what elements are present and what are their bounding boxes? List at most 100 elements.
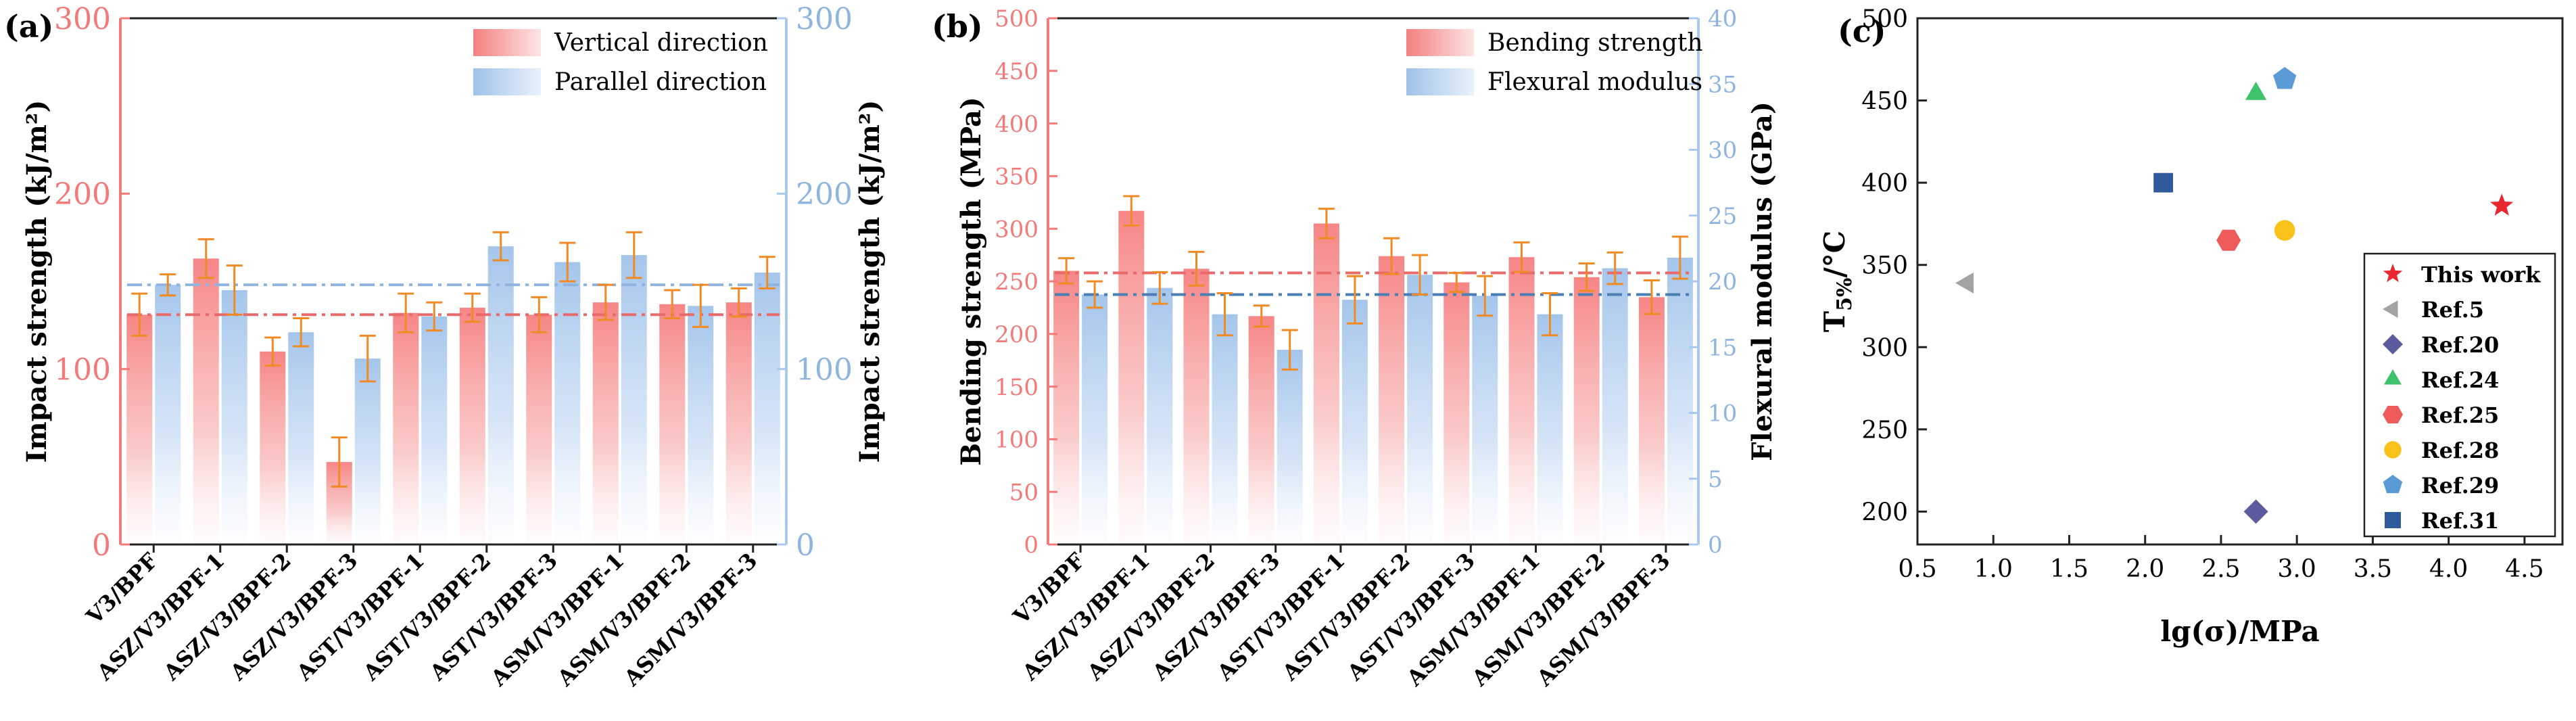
plot-frame [1916, 17, 2564, 546]
y-axis-title-main: T [1818, 311, 1851, 332]
bar-flexural-modulus [1472, 296, 1498, 544]
y-tick-label: 450 [1861, 88, 1908, 116]
right-tick-label: 15 [1708, 334, 1737, 361]
bar-parallel-direction [421, 316, 448, 544]
scatter-point-ref-20 [2243, 499, 2268, 524]
bar-bending-strength [1573, 277, 1600, 544]
bar-vertical-direction [126, 315, 153, 544]
bar-bending-strength [1638, 297, 1665, 544]
bar-parallel-direction [621, 255, 647, 544]
bar-flexural-modulus [1212, 314, 1238, 544]
y-axis-title-unit: /°C [1818, 231, 1851, 278]
x-tick-label: 3.0 [2278, 555, 2316, 583]
legend-swatch [1406, 29, 1474, 56]
legend-marker [2383, 264, 2403, 283]
right-tick-label: 30 [1708, 137, 1737, 164]
bar-parallel-direction [155, 285, 181, 544]
legend-label: Ref.24 [2421, 367, 2499, 393]
legend-label: Ref.29 [2421, 473, 2499, 498]
y-tick-label: 500 [1861, 5, 1908, 33]
left-tick-label: 300 [995, 216, 1039, 243]
legend-label: Flexural modulus [1487, 68, 1702, 96]
legend-marker [2383, 300, 2398, 318]
bar-flexural-modulus [1147, 287, 1173, 544]
scatter-point-ref-29 [2273, 67, 2297, 89]
legend-label: Vertical direction [554, 29, 768, 57]
right-tick-label: 200 [796, 177, 853, 212]
y-tick-label: 350 [1861, 252, 1908, 280]
bar-flexural-modulus [1277, 350, 1303, 544]
left-tick-label: 0 [1024, 532, 1039, 559]
bar-vertical-direction [526, 315, 552, 544]
y-tick-label: 250 [1861, 417, 1908, 444]
legend-marker [2383, 406, 2403, 423]
left-tick-label: 50 [1009, 479, 1039, 506]
bar-parallel-direction [288, 332, 314, 544]
panel-label: (b) [932, 8, 983, 45]
right-tick-label: 0 [1708, 532, 1723, 559]
bar-vertical-direction [393, 312, 419, 544]
x-tick-label: 3.5 [2354, 555, 2392, 583]
legend-swatch [473, 29, 541, 56]
bar-flexural-modulus [1667, 257, 1693, 544]
bar-parallel-direction [688, 306, 714, 544]
bar-flexural-modulus [1407, 275, 1433, 544]
x-tick-label: 1.0 [1974, 555, 2013, 583]
right-tick-label: 5 [1708, 466, 1723, 493]
right-tick-label: 0 [796, 528, 815, 563]
legend-marker [2383, 475, 2403, 494]
x-tick-label: 0.5 [1898, 555, 1936, 583]
legend-label: Bending strength [1487, 29, 1703, 57]
y-axis-title-sub: 5% [1833, 278, 1857, 311]
bar-vertical-direction [193, 258, 219, 544]
legend-label: Ref.31 [2421, 508, 2499, 534]
panel-b-chart: 0 50 100 150 200 250 300 350 400 450 500 0 5 10 15 20 25… [932, 5, 1778, 691]
left-tick-label: 300 [54, 2, 111, 37]
legend-label: Ref.5 [2421, 297, 2484, 323]
legend-marker [2384, 441, 2402, 459]
right-tick-label: 25 [1708, 203, 1737, 230]
bar-parallel-direction [221, 289, 247, 544]
left-tick-label: 500 [995, 5, 1039, 32]
scatter-point-ref-24 [2245, 81, 2267, 100]
panel-c-chart: 0.5 1.0 1.5 2.0 2.5 3.0 3.5 4.0 4.5 200 250 300 350 4… [1818, 5, 2564, 648]
left-tick-label: 150 [995, 374, 1039, 401]
x-axis-title: lg(σ)/MPa [2160, 615, 2320, 648]
bar-parallel-direction [554, 262, 581, 544]
legend-swatch [1406, 68, 1474, 95]
left-tick-label: 450 [995, 58, 1039, 85]
left-tick-label: 400 [995, 111, 1039, 138]
bar-bending-strength [1508, 257, 1535, 544]
left-axis-title: Impact strength (kJ/m²) [21, 100, 53, 463]
bar-bending-strength [1248, 316, 1274, 544]
left-tick-label: 100 [54, 353, 111, 388]
left-tick-label: 350 [995, 164, 1039, 191]
panel-label: (a) [4, 8, 53, 45]
left-tick-label: 100 [995, 427, 1039, 454]
bar-flexural-modulus [1602, 268, 1628, 544]
x-tick-label: 4.0 [2429, 555, 2468, 583]
y-tick-label: 300 [1861, 334, 1908, 362]
left-axis-title: Bending strength (MPa) [955, 97, 987, 466]
right-tick-label: 300 [796, 2, 853, 37]
legend-label: This work [2421, 262, 2541, 287]
scatter-point-ref-31 [2153, 172, 2174, 193]
bar-vertical-direction [725, 302, 752, 544]
panel-label: (c) [1838, 13, 1886, 49]
right-tick-label: 40 [1708, 5, 1737, 32]
left-tick-label: 250 [995, 269, 1039, 296]
bar-vertical-direction [459, 307, 485, 544]
bar-vertical-direction [659, 304, 686, 544]
scatter-point-ref-28 [2274, 220, 2295, 241]
bar-flexural-modulus [1082, 294, 1108, 544]
legend-label: Parallel direction [554, 68, 767, 96]
scatter-point-this-work [2490, 193, 2514, 216]
left-tick-label: 200 [54, 177, 111, 212]
x-tick-label: 1.5 [2050, 555, 2089, 583]
left-tick-label: 0 [92, 528, 111, 563]
bar-bending-strength [1118, 210, 1145, 544]
legend-marker [2384, 369, 2402, 385]
right-tick-label: 20 [1708, 269, 1737, 296]
bar-vertical-direction [260, 351, 286, 544]
